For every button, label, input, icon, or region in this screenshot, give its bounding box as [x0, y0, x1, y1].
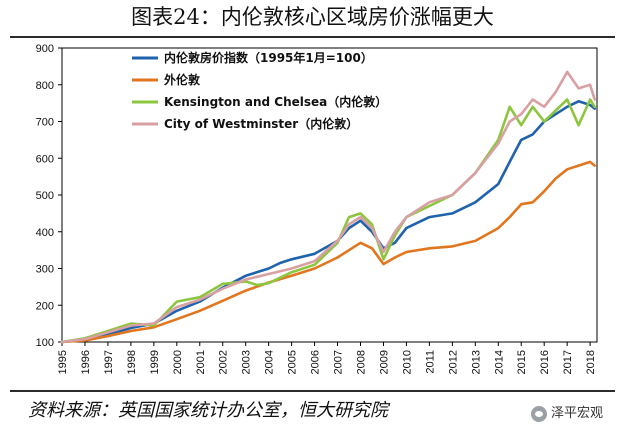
y-tick-label: 300 [36, 264, 54, 276]
x-tick-label: 2005 [287, 350, 299, 374]
wechat-icon [530, 405, 547, 422]
x-tick-label: 1995 [57, 350, 69, 374]
x-tick-label: 2010 [401, 350, 413, 374]
series-line-0 [60, 99, 597, 344]
x-tick-label: 2008 [355, 350, 367, 374]
x-tick-label: 1997 [103, 350, 115, 374]
title-divider [10, 36, 615, 38]
x-tick-label: 2001 [195, 350, 207, 374]
x-tick-label: 2014 [493, 350, 505, 374]
legend-label-3: City of Westminster（内伦敦） [164, 116, 358, 131]
plot-area [61, 47, 598, 343]
x-tick-label: 2012 [447, 350, 459, 374]
x-tick-label: 1998 [126, 350, 138, 374]
x-tick-label: 1999 [149, 350, 161, 374]
legend-label-1: 外伦敦 [164, 72, 201, 87]
legend-label-2: Kensington and Chelsea（内伦敦） [164, 94, 387, 109]
x-axis: 1995 1996 1997 1998 1999 2000 2001 2002 2003 2004… [57, 342, 597, 374]
x-tick-label: 2018 [585, 350, 597, 374]
series-lines [60, 70, 597, 344]
x-tick-label: 2002 [218, 350, 230, 374]
x-tick-label: 2015 [516, 350, 528, 374]
source-note: 资料来源：英国国家统计办公室，恒大研究院 [28, 400, 388, 421]
x-tick-label: 1996 [80, 350, 92, 374]
y-tick-label: 700 [36, 117, 54, 129]
watermark: 泽平宏观 [530, 402, 603, 422]
x-tick-label: 2006 [310, 350, 322, 374]
series-line-1 [60, 160, 597, 344]
y-tick-label: 400 [36, 227, 54, 239]
series-line-2 [60, 98, 597, 344]
line-chart: 100 200 300 400 500 600 700 800 900 1995 1996 1997… [36, 43, 598, 374]
y-tick-label: 500 [36, 190, 54, 202]
x-tick-label: 2017 [562, 350, 574, 374]
source-divider [10, 390, 615, 392]
x-tick-label: 2000 [172, 350, 184, 374]
series-line-3 [60, 70, 597, 344]
y-axis: 100 200 300 400 500 600 700 800 900 [36, 43, 62, 349]
x-tick-label: 2013 [470, 350, 482, 374]
legend-label-0: 内伦敦房价指数（1995年1月=100） [164, 50, 373, 65]
x-tick-label: 2011 [424, 350, 436, 374]
chart-title: 图表24：内伦敦核心区域房价涨幅更大 [131, 5, 494, 29]
legend: 内伦敦房价指数（1995年1月=100） 外伦敦 Kensington and Ch… [132, 50, 387, 131]
y-tick-label: 800 [36, 80, 54, 92]
x-tick-label: 2009 [378, 350, 390, 374]
x-tick-label: 2016 [539, 350, 551, 374]
y-tick-label: 900 [36, 43, 54, 55]
x-tick-label: 2003 [241, 350, 253, 374]
y-tick-label: 100 [36, 337, 54, 349]
y-tick-label: 600 [36, 153, 54, 165]
x-tick-label: 2004 [264, 350, 276, 374]
watermark-label: 泽平宏观 [550, 406, 603, 421]
x-tick-label: 2007 [333, 350, 345, 374]
y-tick-label: 200 [36, 300, 54, 312]
